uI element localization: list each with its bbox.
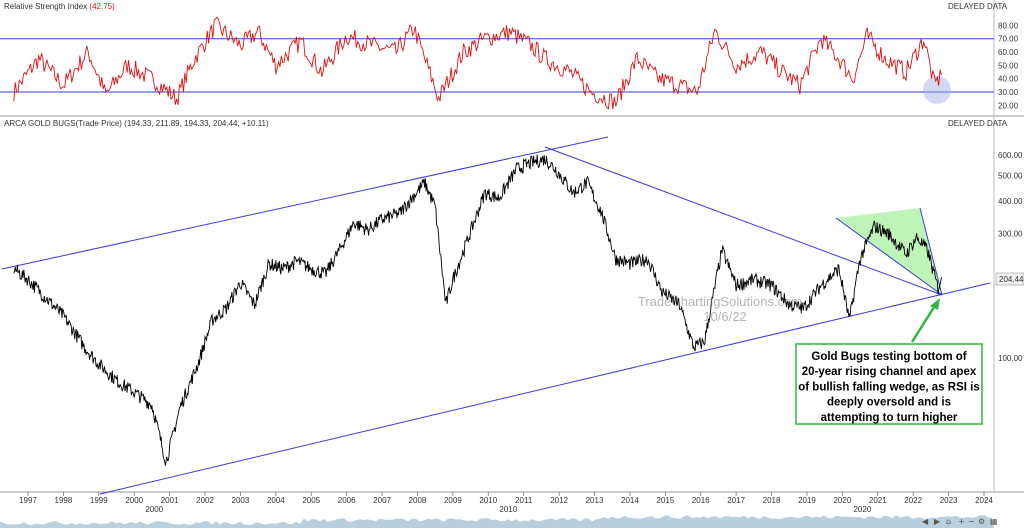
x-tick-label: 2010: [479, 496, 497, 505]
watermark-site: TradeChartingSolutions.com: [638, 294, 802, 309]
rsi-tick-label: 40.00: [998, 75, 1019, 84]
rsi-oversold-circle: [923, 76, 951, 104]
x-tick-label: 2013: [586, 496, 604, 505]
rsi-tick-label: 80.00: [998, 21, 1019, 30]
annotation-line: deeply oversold and is: [827, 397, 951, 409]
price-tick-label: 100.00: [998, 354, 1023, 363]
x-tick-label: 1997: [19, 496, 37, 505]
x-tick-label: 2008: [409, 496, 427, 505]
trendlines: [1, 136, 991, 495]
annotation-line: 20-year rising channel and apex: [802, 366, 977, 378]
x-tick-label: 2002: [196, 496, 214, 505]
x-tick-label: 1999: [90, 496, 108, 505]
x-tick-label: 2009: [444, 496, 462, 505]
x-tick-label: 2022: [904, 496, 922, 505]
x-decade-label: 2000: [145, 505, 163, 514]
x-tick-label: 2023: [940, 496, 958, 505]
x-tick-label: 2005: [302, 496, 320, 505]
rsi-tick-label: 50.00: [998, 61, 1019, 70]
rsi-title: Relative Strength Index (42.75): [4, 2, 115, 11]
falling-wedge-fill: [836, 208, 942, 295]
x-tick-label: 1998: [55, 496, 73, 505]
x-axis-decades: 1990200020102020: [145, 505, 871, 514]
annotation-box: [795, 343, 983, 425]
watermark-date: 10/6/22: [703, 309, 746, 324]
x-tick-label: 2006: [338, 496, 356, 505]
x-tick-label: 2017: [727, 496, 745, 505]
x-tick-label: 2021: [869, 496, 887, 505]
x-tick-label: 2016: [692, 496, 710, 505]
x-tick-label: 2001: [161, 496, 179, 505]
rsi-y-ticks: 80.00 70.00 60.00 50.00 40.00 30.00 20.00: [998, 21, 1019, 110]
x-tick-label: 2012: [550, 496, 568, 505]
x-decade-label: 2020: [853, 505, 871, 514]
x-tick-label: 2007: [373, 496, 391, 505]
x-tick-label: 2000: [125, 496, 143, 505]
x-tick-label: 2019: [798, 496, 816, 505]
price-title: ARCA GOLD BUGS(Trade Price) (194.33, 211…: [4, 119, 269, 128]
price-tick-label: 300.00: [998, 230, 1023, 239]
price-tick-label: 500.00: [998, 172, 1023, 181]
x-tick-label: 2004: [267, 496, 285, 505]
price-tick-label: 400.00: [998, 197, 1023, 206]
price-tick-label: 600.00: [998, 151, 1023, 160]
channel-upper-line: [1, 136, 609, 270]
rsi-series: [13, 16, 942, 110]
x-tick-label: 2003: [232, 496, 250, 505]
last-price-label: 204.44: [999, 275, 1024, 284]
rsi-tick-label: 20.00: [998, 101, 1019, 110]
zoom-in-icon: +: [958, 517, 965, 526]
x-tick-label: 2015: [656, 496, 674, 505]
rsi-tick-label: 30.00: [998, 88, 1019, 97]
rsi-delayed-label: DELAYED DATA: [948, 2, 1008, 11]
zoom-out-icon: −: [968, 517, 975, 526]
bottom-toolbar[interactable]: ◀ ▶ ⌂ + − ⚙ ▦: [922, 517, 998, 526]
annotation-line: Gold Bugs testing bottom of: [811, 351, 966, 363]
price-series: [13, 154, 942, 466]
annotation-arrow-head: [930, 298, 940, 310]
settings-icon: ⚙: [978, 517, 985, 526]
channel-lower-line: [99, 282, 991, 495]
price-line: [13, 154, 942, 466]
rsi-tick-label: 70.00: [998, 35, 1019, 44]
prev-icon: ◀: [922, 517, 929, 526]
rsi-line: [13, 16, 942, 110]
price-delayed-label: DELAYED DATA: [948, 119, 1008, 128]
grid-icon: ▦: [990, 517, 998, 526]
x-tick-label: 2024: [975, 496, 993, 505]
x-tick-label: 2011: [515, 496, 533, 505]
rsi-levels: [0, 38, 994, 104]
rsi-tick-label: 60.00: [998, 48, 1019, 57]
annotation-line: of bullish falling wedge, as RSI is: [798, 381, 979, 393]
volume-strip: [0, 515, 994, 528]
last-price-box: [995, 272, 1024, 286]
annotation-line: attempting to turn higher: [821, 412, 958, 424]
x-decade-label: 2010: [499, 505, 517, 514]
x-tick-label: 2018: [763, 496, 781, 505]
x-axis-years: 1997 1998 1999 2000 2001 2002 2003 2004 2005 2006…: [19, 492, 993, 505]
wedge-upper-line: [835, 217, 943, 296]
long-downtrend-line: [544, 146, 943, 296]
x-tick-label: 2020: [833, 496, 851, 505]
annotation-arrow-shaft: [910, 303, 938, 343]
annotation-text: Gold Bugs testing bottom of 20-year risin…: [798, 351, 979, 424]
play-icon: ▶: [934, 517, 941, 526]
wedge-lower-line: [919, 207, 943, 296]
home-icon: ⌂: [946, 517, 951, 526]
x-tick-label: 2014: [621, 496, 639, 505]
